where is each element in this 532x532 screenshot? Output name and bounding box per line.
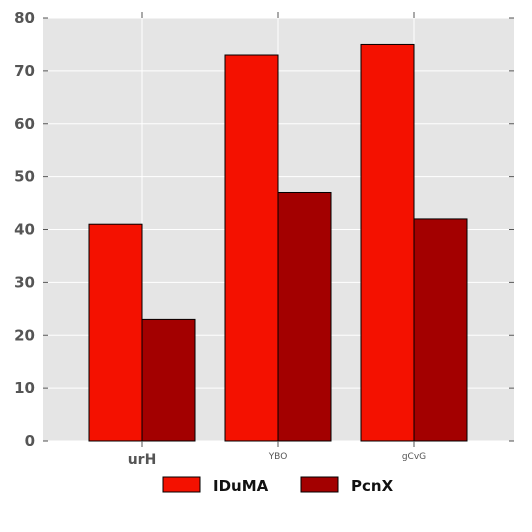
x-tick-label: urH	[128, 452, 157, 468]
bar-PcnX-YBO	[277, 191, 332, 442]
x-tick-label: gCvG	[402, 452, 426, 462]
x-axis: urH YBO gCvG	[128, 12, 426, 468]
bars	[88, 43, 468, 442]
bar-IDuMA-YBO	[224, 54, 279, 442]
y-tick-label: 50	[14, 168, 35, 186]
legend-label: PcnX	[351, 477, 394, 495]
y-tick-label: 60	[14, 115, 35, 133]
bar-PcnX-gCvG	[413, 218, 468, 442]
y-tick-label: 80	[14, 9, 35, 27]
bar-IDuMA-gCvG	[360, 43, 415, 442]
legend-swatch-IDuMA	[162, 476, 201, 493]
y-tick-label: 30	[14, 273, 35, 291]
bar-IDuMA-urH	[88, 223, 143, 442]
y-tick-label: 40	[14, 221, 35, 239]
legend-swatch-PcnX	[300, 476, 339, 493]
y-axis: 0 10 20 30 40 50 60 70 80	[14, 9, 514, 450]
bar-PcnX-urH	[141, 318, 196, 442]
legend-label: IDuMA	[213, 477, 269, 495]
legend: IDuMA PcnX	[162, 476, 394, 495]
y-tick-label: 0	[25, 432, 35, 450]
y-tick-label: 10	[14, 379, 35, 397]
x-tick-label: YBO	[268, 452, 288, 462]
y-tick-label: 20	[14, 326, 35, 344]
y-tick-label: 70	[14, 62, 35, 80]
